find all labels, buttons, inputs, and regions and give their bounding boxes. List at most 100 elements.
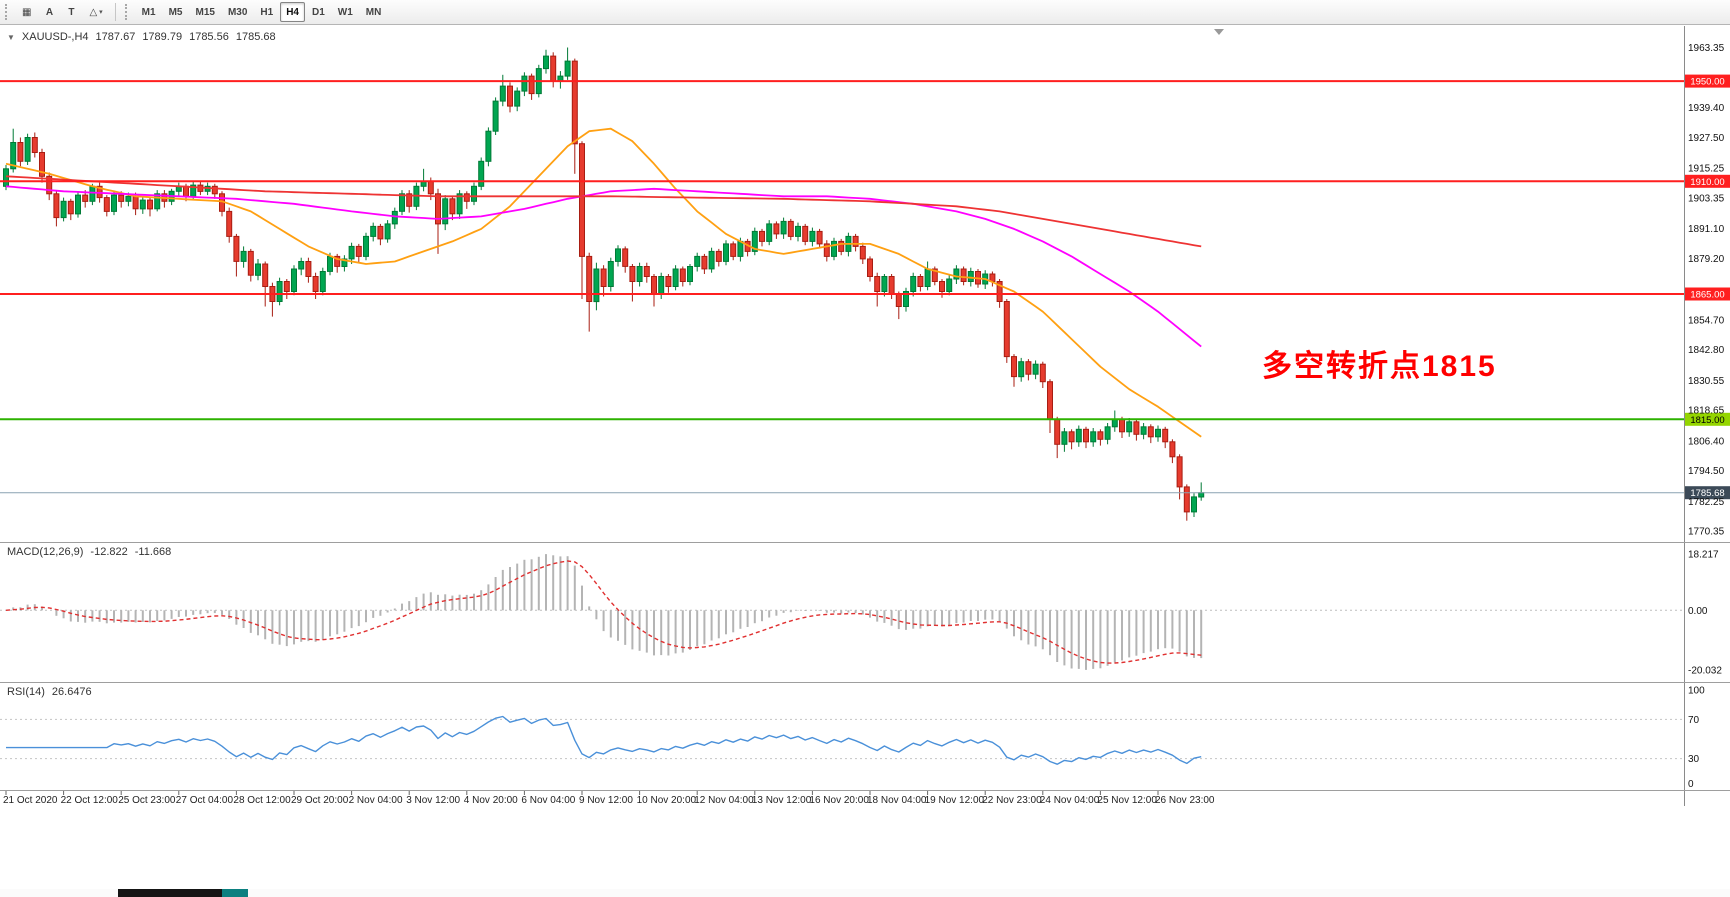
- shapes-dropdown-button[interactable]: △ ▾: [83, 2, 108, 22]
- macd-axis-label: 18.217: [1688, 550, 1719, 561]
- time-axis-label[interactable]: 22 Nov 23:00: [982, 795, 1042, 806]
- time-axis-label[interactable]: 4 Nov 20:00: [464, 795, 518, 806]
- level-badge: [1685, 412, 1730, 426]
- symbol-collapse-icon[interactable]: ▼: [7, 32, 15, 42]
- timeframe-button-m30[interactable]: M30: [222, 2, 253, 22]
- time-axis-label[interactable]: 10 Nov 20:00: [637, 795, 697, 806]
- toolbar-grip-2[interactable]: [124, 4, 131, 20]
- time-axis-label[interactable]: 19 Nov 12:00: [925, 795, 985, 806]
- candle-body: [672, 268, 679, 287]
- dropdown-caret-icon: ▾: [99, 9, 103, 16]
- candle-body: [1003, 301, 1010, 358]
- candle-body: [917, 276, 924, 287]
- candle-body: [39, 152, 45, 177]
- candle-body: [377, 225, 384, 240]
- time-axis-label[interactable]: 16 Nov 20:00: [809, 795, 869, 806]
- price-axis-label: 1806.40: [1688, 436, 1725, 447]
- candle-body: [1126, 421, 1133, 433]
- time-axis-label[interactable]: 28 Oct 12:00: [233, 795, 291, 806]
- candle-body: [550, 55, 557, 82]
- timeframe-toolbar: M1 M5 M15 M30 H1 H4 D1 W1 MN: [136, 2, 388, 22]
- candle-body: [874, 276, 881, 292]
- candle-body: [1054, 418, 1061, 445]
- candlestick-chart-icon: ▦: [22, 6, 32, 18]
- timeframe-button-mn[interactable]: MN: [360, 2, 388, 22]
- rsi-value: 26.6476: [51, 686, 92, 698]
- time-axis-label[interactable]: 21 Oct 2020: [3, 795, 58, 806]
- shapes-icon: △: [89, 6, 98, 18]
- price-axis-label: 1770.35: [1688, 527, 1725, 538]
- candle-body: [463, 193, 470, 202]
- candle-body: [233, 235, 240, 262]
- candle-body: [1018, 361, 1025, 378]
- candle-body: [3, 168, 9, 187]
- text-tool-button[interactable]: T: [61, 2, 81, 22]
- time-axis-label[interactable]: 13 Nov 12:00: [752, 795, 812, 806]
- candle-body: [564, 60, 571, 77]
- candle-body: [1198, 492, 1205, 498]
- candle-body: [399, 193, 405, 212]
- time-axis-label[interactable]: 25 Nov 12:00: [1097, 795, 1157, 806]
- candle-body: [370, 225, 377, 237]
- timeframe-button-h1[interactable]: H1: [254, 2, 279, 22]
- level-badge-label: 1910.00: [1690, 177, 1724, 188]
- time-axis-label[interactable]: 6 Nov 04:00: [521, 795, 575, 806]
- candle-body: [1162, 428, 1169, 443]
- time-axis-label[interactable]: 18 Nov 04:00: [867, 795, 927, 806]
- candle-body: [384, 223, 391, 240]
- candle-body: [600, 268, 607, 287]
- candle-body: [960, 268, 967, 282]
- letter-a-icon: A: [45, 6, 54, 18]
- timeframe-button-m1[interactable]: M1: [136, 2, 162, 22]
- time-axis-label[interactable]: 27 Oct 04:00: [176, 795, 234, 806]
- macd-label: MACD(12,26,9): [7, 546, 84, 558]
- timeframe-button-m15[interactable]: M15: [189, 2, 220, 22]
- candle-body: [435, 193, 441, 225]
- timeframe-button-h4[interactable]: H4: [280, 2, 305, 22]
- level-badge: [1685, 174, 1730, 188]
- chart-shift-marker[interactable]: [1214, 29, 1224, 35]
- rsi-label: RSI(14): [7, 686, 45, 698]
- candle-body: [521, 75, 528, 92]
- macd-histogram: [12, 554, 1203, 670]
- time-axis-label[interactable]: 29 Oct 20:00: [291, 795, 349, 806]
- toolbar-grip[interactable]: [5, 4, 11, 20]
- ma-slow-red: [5, 175, 1202, 248]
- time-axis-label[interactable]: 25 Oct 23:00: [118, 795, 176, 806]
- time-axis-label[interactable]: 3 Nov 12:00: [406, 795, 460, 806]
- candle-body: [1039, 363, 1046, 383]
- candle-body: [456, 193, 463, 215]
- macd-axis-label: -20.032: [1688, 665, 1722, 676]
- candle-body: [291, 268, 297, 292]
- time-axis-label[interactable]: 9 Nov 12:00: [579, 795, 633, 806]
- level-badge: [1685, 287, 1730, 301]
- price-axis-label: 1879.20: [1688, 254, 1725, 265]
- candle-body: [334, 255, 341, 267]
- candle-body: [1025, 361, 1032, 375]
- ma-fast-orange: [5, 127, 1202, 438]
- time-axis-label[interactable]: 26 Nov 23:00: [1155, 795, 1215, 806]
- time-axis-label[interactable]: 12 Nov 04:00: [694, 795, 754, 806]
- chart-type-button[interactable]: ▦: [16, 2, 37, 22]
- current-price-badge: [1685, 486, 1730, 500]
- timeframe-button-w1[interactable]: W1: [332, 2, 359, 22]
- letter-t-icon: T: [68, 6, 75, 18]
- timeframe-button-d1[interactable]: D1: [306, 2, 331, 22]
- timeframe-button-m5[interactable]: M5: [163, 2, 189, 22]
- symbol-ohlc-header: ▼ XAUUSD-,H4 1787.67 1789.79 1785.56 178…: [7, 31, 276, 43]
- price-axis-label: 1830.55: [1688, 376, 1725, 387]
- time-axis-label[interactable]: 2 Nov 04:00: [349, 795, 403, 806]
- candle-body: [967, 271, 974, 282]
- candle-body: [499, 85, 506, 102]
- time-axis-label[interactable]: 24 Nov 04:00: [1040, 795, 1100, 806]
- level-badge: [1685, 74, 1730, 88]
- candle-body: [687, 266, 693, 282]
- time-axis-label[interactable]: 22 Oct 12:00: [61, 795, 119, 806]
- price-axis-label: 1782.25: [1688, 497, 1725, 508]
- chart-annotation-text[interactable]: 多空转折点1815: [1262, 350, 1497, 383]
- text-annotation-button[interactable]: A: [39, 2, 59, 22]
- candle-body: [586, 255, 593, 302]
- candle-body: [622, 248, 629, 267]
- candle-body: [1147, 426, 1154, 438]
